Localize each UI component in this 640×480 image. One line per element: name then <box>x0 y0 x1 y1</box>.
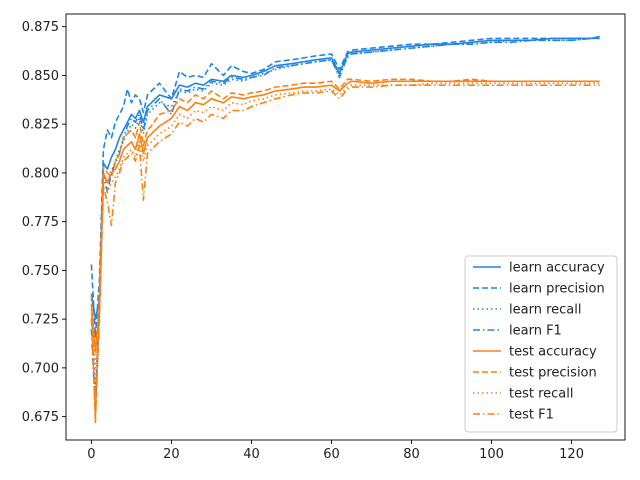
series-line-6 <box>90 78 600 424</box>
series-line-2 <box>90 37 600 338</box>
y-tick-label: 0.800 <box>22 166 59 181</box>
y-tick-label: 0.850 <box>22 69 59 84</box>
legend-entry-label: learn precision <box>509 282 605 297</box>
axes-frame <box>65 13 626 441</box>
axes-layer: 0 20 40 60 80 100 120 0.675 0.700 0.725 0.750 0.775… <box>22 13 626 462</box>
y-tick-label: 0.725 <box>22 313 59 328</box>
legend-entry-label: test recall <box>509 387 574 402</box>
x-tick-label: 0 <box>87 447 95 462</box>
y-tick-label: 0.825 <box>22 118 59 133</box>
series-line-5 <box>90 80 600 354</box>
legend-entry-label: learn recall <box>509 303 581 318</box>
series-layer <box>90 35 600 424</box>
x-tick-label: 40 <box>243 447 260 462</box>
y-tick-label: 0.775 <box>22 215 59 230</box>
series-line-1 <box>90 35 600 320</box>
x-tick-label: 80 <box>403 447 420 462</box>
legend-entry-label: test precision <box>509 366 597 381</box>
legend-entry-label: test F1 <box>509 408 554 423</box>
y-tick-label: 0.700 <box>22 361 59 376</box>
series-line-7 <box>90 82 600 369</box>
x-tick-label: 60 <box>323 447 340 462</box>
y-tick-label: 0.875 <box>22 20 59 35</box>
x-tick-label: 20 <box>163 447 180 462</box>
legend: learn accuracy learn precision learn recal… <box>464 255 618 433</box>
legend-box <box>464 255 618 433</box>
legend-entry-label: test accuracy <box>509 345 597 360</box>
legend-entry-label: learn F1 <box>509 324 562 339</box>
x-tick-label: 120 <box>559 447 584 462</box>
y-tick-label: 0.750 <box>22 264 59 279</box>
x-tick-label: 100 <box>479 447 504 462</box>
legend-entry-label: learn accuracy <box>509 261 605 276</box>
y-tick-label: 0.675 <box>22 410 59 425</box>
